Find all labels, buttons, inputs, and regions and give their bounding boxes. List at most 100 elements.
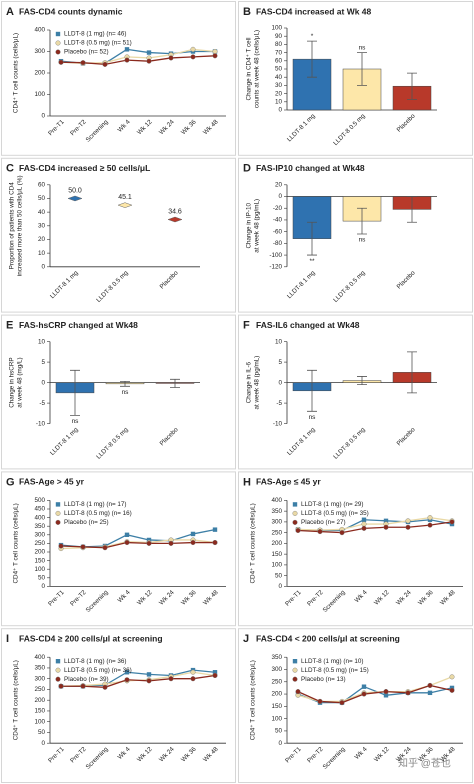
y-tick-label: 200 bbox=[34, 549, 45, 556]
series-line bbox=[297, 684, 453, 704]
error-bar bbox=[120, 380, 130, 387]
panel-border bbox=[238, 314, 473, 470]
panel-border bbox=[1, 157, 236, 313]
point bbox=[80, 60, 86, 66]
x-tick-label: Wk 4 bbox=[354, 589, 369, 604]
x-tick-label: Pre-T1 bbox=[47, 118, 66, 137]
panel-border bbox=[238, 628, 473, 784]
y-tick-label: 100 bbox=[34, 91, 45, 98]
y-tick-label: 150 bbox=[34, 557, 45, 564]
x-tick-label: LLDT-8 1 mg bbox=[286, 269, 317, 300]
legend-label: LLDT-8 (0.5 mg) (n= 51) bbox=[64, 40, 132, 47]
x-tick-label: LLDT-8 0.5 mg bbox=[332, 269, 367, 304]
error-bar bbox=[307, 221, 317, 256]
series-line bbox=[297, 685, 453, 704]
value-label: 45.1 bbox=[118, 194, 132, 201]
y-tick-label: -120 bbox=[269, 263, 282, 270]
y-tick-label: 400 bbox=[34, 514, 45, 521]
point bbox=[383, 524, 389, 530]
y-axis-label: Change in IL-6 bbox=[246, 361, 253, 403]
point bbox=[190, 676, 196, 682]
panel: B FAS-CD4 increased at Wk 48 Change in CD4… bbox=[238, 1, 473, 156]
point bbox=[212, 672, 218, 678]
y-tick-label: 250 bbox=[34, 686, 45, 693]
point bbox=[168, 540, 174, 546]
point bbox=[212, 53, 218, 59]
x-tick-label: Wk 36 bbox=[180, 589, 198, 607]
x-tick-label: Wk 4 bbox=[354, 745, 369, 760]
panel-title: FAS-Age ≤ 45 yr bbox=[256, 477, 321, 487]
significance-label: ns bbox=[309, 414, 317, 421]
y-tick-label: 300 bbox=[34, 531, 45, 538]
y-tick-label: 0 bbox=[41, 113, 45, 120]
x-tick-label: Wk 48 bbox=[202, 118, 220, 136]
panel-title: FAS-CD4 < 200 cells/μl at screening bbox=[256, 633, 400, 643]
y-tick-label: 10 bbox=[38, 250, 46, 257]
legend-label: LLDT-8 (0.5 mg) (n= 36) bbox=[64, 667, 132, 674]
significance-label: ns bbox=[72, 418, 80, 425]
point bbox=[427, 515, 433, 521]
x-tick-label: Pre-T2 bbox=[69, 745, 88, 764]
point bbox=[427, 690, 433, 696]
point bbox=[190, 540, 196, 546]
x-tick-label: Placebo bbox=[159, 269, 180, 290]
point bbox=[80, 683, 86, 689]
legend-swatch bbox=[292, 519, 298, 525]
y-tick-label: 100 bbox=[271, 715, 282, 722]
point bbox=[361, 525, 367, 531]
panel-letter: D bbox=[243, 163, 251, 175]
panel-title: FAS-IP10 changed at Wk48 bbox=[256, 163, 365, 173]
x-tick-label: Wk 48 bbox=[202, 746, 220, 764]
x-tick-label: LLDT-8 1 mg bbox=[286, 426, 317, 457]
y-tick-label: 5 bbox=[278, 359, 282, 366]
point bbox=[124, 540, 130, 546]
point bbox=[146, 537, 152, 543]
y-tick-label: 250 bbox=[271, 678, 282, 685]
x-tick-label: LLDT-8 1 mg bbox=[286, 112, 317, 143]
y-axis-label: CD4⁺ T cell counts (cells/μL) bbox=[250, 660, 257, 740]
point bbox=[212, 540, 218, 546]
point bbox=[58, 59, 64, 65]
error-bar bbox=[357, 376, 367, 386]
series-line bbox=[60, 55, 216, 66]
panel-border bbox=[238, 157, 473, 313]
y-axis-label: at week 48 (mg/L) bbox=[17, 357, 24, 407]
y-tick-label: 400 bbox=[34, 27, 45, 34]
y-tick-label: 60 bbox=[275, 57, 283, 64]
legend-label: Placebo (n= 52) bbox=[64, 49, 109, 56]
x-tick-label: Wk 12 bbox=[136, 589, 154, 607]
y-tick-label: 0 bbox=[41, 379, 45, 386]
point bbox=[212, 49, 218, 55]
series-line bbox=[60, 541, 215, 549]
point bbox=[449, 687, 455, 693]
y-tick-label: 40 bbox=[38, 209, 46, 216]
point bbox=[190, 54, 196, 60]
y-tick-label: 250 bbox=[271, 529, 282, 536]
panel: H FAS-Age ≤ 45 yr CD4⁺ T cell counts (cell… bbox=[238, 471, 473, 627]
point bbox=[383, 518, 389, 524]
point bbox=[212, 670, 218, 675]
y-tick-label: 30 bbox=[275, 82, 283, 89]
legend-swatch bbox=[55, 510, 61, 516]
legend-swatch bbox=[55, 667, 61, 673]
point bbox=[168, 55, 174, 61]
y-tick-label: 50 bbox=[275, 572, 283, 579]
x-tick-label: Pre-T2 bbox=[306, 589, 325, 608]
significance-label: ** bbox=[309, 258, 315, 265]
point bbox=[117, 202, 133, 208]
x-tick-label: LLDT-8 1 mg bbox=[49, 426, 80, 457]
x-tick-label: Screening bbox=[85, 589, 110, 614]
panel: C FAS-CD4 increased ≥ 50 cells/μL Proporti… bbox=[1, 157, 236, 313]
x-tick-label: Wk 36 bbox=[180, 746, 198, 764]
y-tick-label: -5 bbox=[276, 400, 282, 407]
y-tick-label: 50 bbox=[38, 195, 46, 202]
point bbox=[295, 527, 301, 533]
x-tick-label: LLDT-8 0.5 mg bbox=[95, 269, 130, 304]
panel-border bbox=[238, 471, 473, 627]
panel-letter: E bbox=[6, 320, 13, 332]
point bbox=[124, 57, 130, 63]
x-tick-label: Wk 24 bbox=[395, 589, 413, 607]
x-tick-label: Wk 12 bbox=[373, 746, 391, 764]
x-tick-label: LLDT-8 1 mg bbox=[49, 269, 80, 300]
x-tick-label: Wk 4 bbox=[117, 745, 132, 760]
